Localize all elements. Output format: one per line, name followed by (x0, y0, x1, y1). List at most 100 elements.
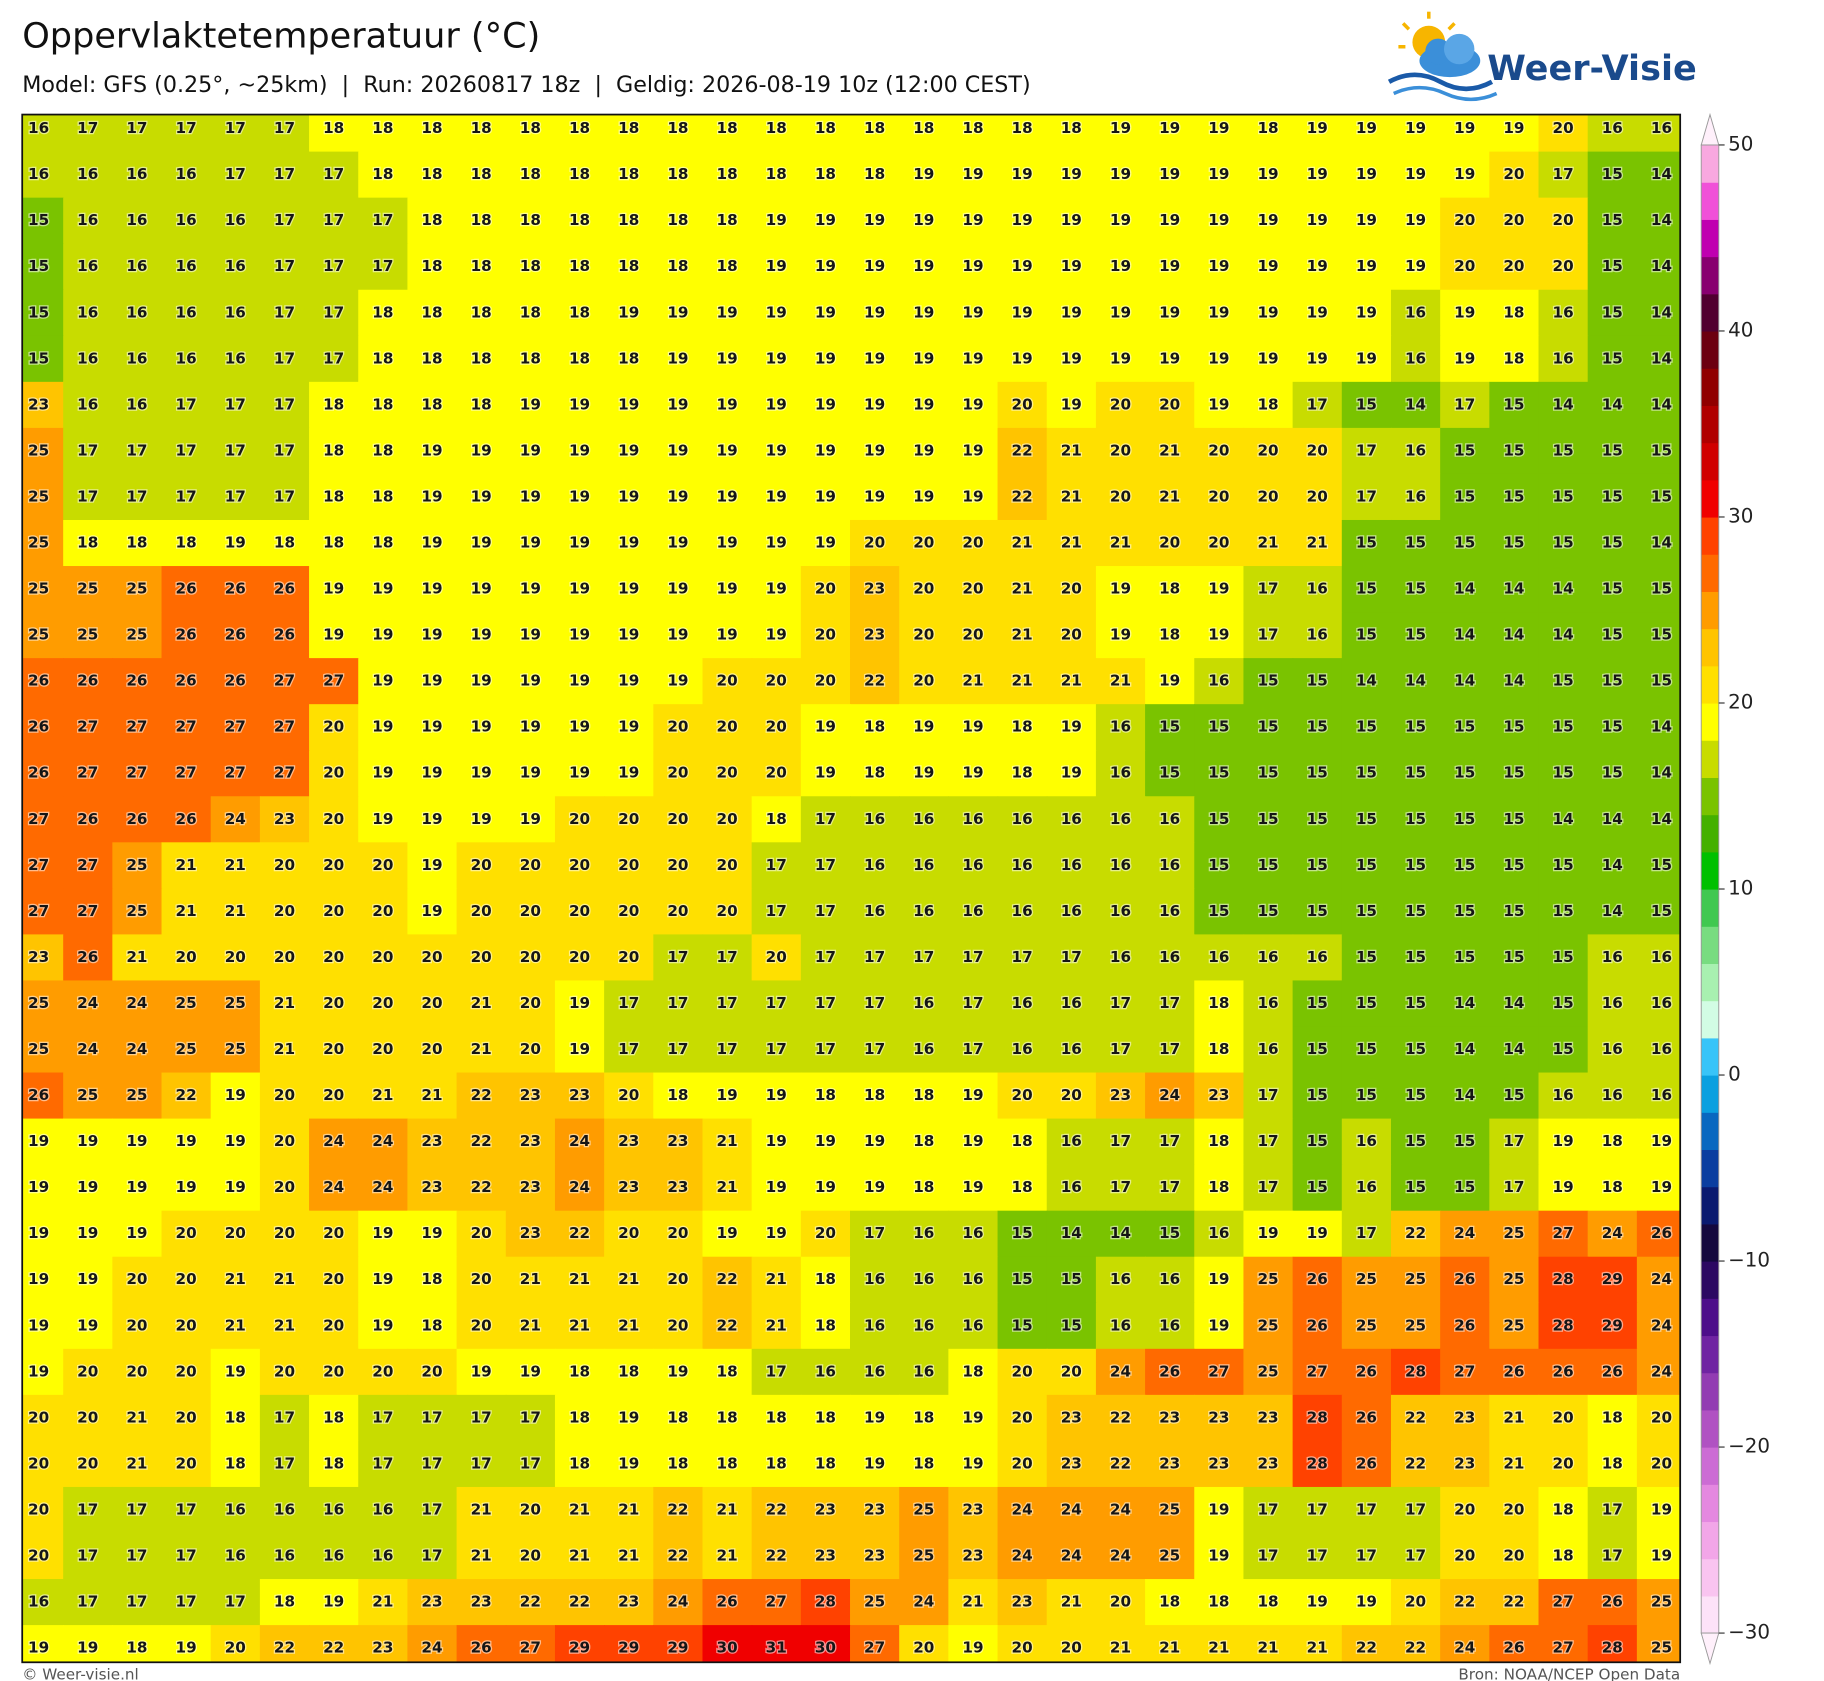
temperature-cell (702, 704, 753, 751)
temperature-cell (358, 151, 409, 199)
temperature-value: 19 (962, 165, 983, 183)
temperature-cell (1292, 1625, 1343, 1663)
temperature-cell (604, 1394, 655, 1442)
temperature-value: 20 (274, 1224, 295, 1242)
temperature-cell (1636, 1533, 1681, 1580)
temperature-value: 19 (667, 534, 688, 552)
temperature-value: 19 (421, 534, 442, 552)
temperature-value: 19 (520, 580, 541, 598)
temperature-cell (751, 243, 802, 291)
temperature-value: 18 (864, 764, 885, 782)
temperature-value: 19 (225, 1178, 246, 1196)
temperature-cell (1390, 796, 1441, 844)
temperature-value: 19 (28, 1224, 49, 1242)
temperature-cell (1440, 1210, 1491, 1258)
temperature-value: 19 (520, 1362, 541, 1380)
temperature-cell (1145, 796, 1195, 844)
temperature-cell (112, 704, 163, 751)
temperature-cell (505, 658, 556, 705)
temperature-value: 18 (766, 165, 787, 183)
temperature-value: 15 (1454, 948, 1475, 966)
temperature-cell (1636, 197, 1681, 245)
temperature-cell (899, 243, 950, 291)
temperature-cell (1292, 704, 1343, 751)
temperature-value: 19 (1405, 211, 1426, 229)
temperature-value: 23 (1061, 1408, 1082, 1426)
temperature-cell (259, 1072, 310, 1120)
temperature-value: 19 (1257, 1224, 1278, 1242)
temperature-value: 17 (1257, 580, 1278, 598)
temperature-cell (1538, 1579, 1589, 1626)
temperature-value: 22 (667, 1500, 688, 1518)
temperature-cell (1292, 473, 1343, 521)
temperature-cell (505, 1394, 556, 1442)
temperature-cell (948, 1533, 999, 1580)
temperature-cell (505, 1164, 556, 1212)
temperature-cell (1636, 980, 1681, 1028)
temperature-value: 18 (569, 257, 590, 275)
temperature-value: 27 (225, 718, 246, 736)
temperature-cell (358, 750, 409, 797)
temperature-cell (1538, 335, 1589, 383)
temperature-cell (309, 1579, 359, 1626)
temperature-cell (1636, 1579, 1681, 1626)
temperature-value: 27 (274, 718, 295, 736)
temperature-value: 19 (1208, 1500, 1229, 1518)
temperature-cell (1095, 888, 1146, 936)
temperature-cell (407, 1118, 458, 1166)
temperature-value: 19 (1159, 119, 1180, 137)
temperature-cell (161, 658, 212, 705)
temperature-cell (407, 1256, 458, 1304)
temperature-cell (653, 1533, 704, 1580)
temperature-value: 20 (1012, 1408, 1033, 1426)
temperature-value: 18 (618, 165, 639, 183)
temperature-value: 19 (717, 1086, 738, 1104)
temperature-value: 27 (77, 718, 98, 736)
temperature-cell (948, 1256, 999, 1304)
temperature-value: 25 (1159, 1547, 1180, 1565)
temperature-cell (63, 796, 114, 844)
temperature-value: 18 (1602, 1132, 1623, 1150)
temperature-value: 21 (1061, 1593, 1082, 1611)
temperature-cell (1390, 1072, 1441, 1120)
temperature-value: 15 (1454, 487, 1475, 505)
temperature-value: 20 (1110, 395, 1131, 413)
temperature-cell (1046, 1072, 1097, 1120)
temperature-value: 19 (815, 718, 836, 736)
temperature-cell (554, 1256, 605, 1304)
temperature-cell (407, 114, 458, 153)
temperature-cell (604, 335, 655, 383)
colorbar-tick-label: −30 (1728, 1621, 1770, 1644)
temperature-value: 19 (1307, 165, 1328, 183)
temperature-value: 18 (471, 303, 492, 321)
temperature-value: 16 (77, 395, 98, 413)
temperature-value: 15 (1405, 718, 1426, 736)
temperature-value: 18 (421, 119, 442, 137)
temperature-value: 21 (1012, 534, 1033, 552)
temperature-cell (1046, 612, 1097, 659)
temperature-value: 18 (815, 119, 836, 137)
temperature-cell (22, 612, 64, 659)
temperature-value: 19 (1159, 349, 1180, 367)
temperature-cell (309, 473, 359, 521)
temperature-cell (1145, 842, 1195, 890)
temperature-value: 16 (1061, 856, 1082, 874)
temperature-cell (751, 1072, 802, 1120)
temperature-cell (1440, 1579, 1491, 1626)
temperature-cell (259, 335, 310, 383)
temperature-cell (554, 1302, 605, 1350)
temperature-cell (161, 1072, 212, 1120)
temperature-cell (1538, 1072, 1589, 1120)
temperature-cell (997, 473, 1048, 521)
temperature-value: 19 (225, 1086, 246, 1104)
temperature-value: 15 (1405, 1086, 1426, 1104)
temperature-cell (309, 566, 359, 613)
temperature-cell (1095, 289, 1146, 337)
temperature-cell (358, 1026, 409, 1074)
temperature-value: 19 (962, 1639, 983, 1657)
temperature-cell (653, 704, 704, 751)
temperature-value: 15 (1454, 1132, 1475, 1150)
temperature-cell (1145, 704, 1195, 751)
temperature-cell (653, 1026, 704, 1074)
temperature-cell (1489, 1533, 1540, 1580)
